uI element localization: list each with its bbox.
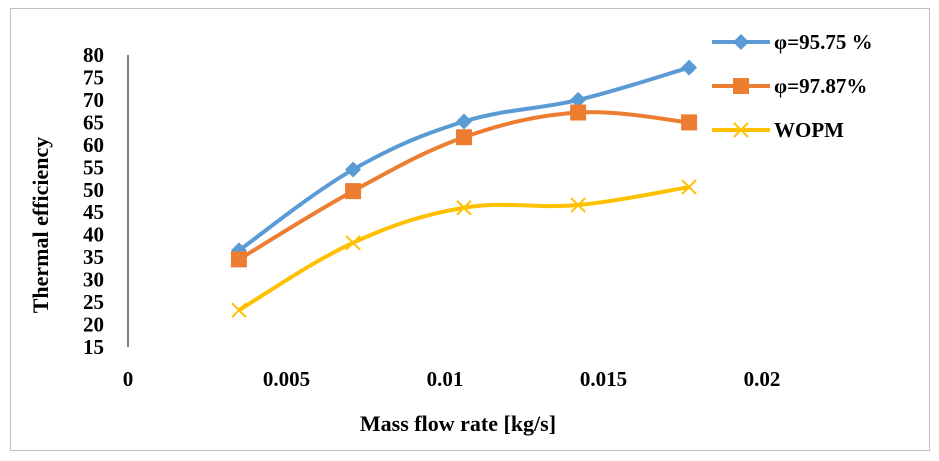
series-1 <box>230 59 698 259</box>
series-2 <box>230 104 698 268</box>
marker-stroke <box>570 197 586 213</box>
x-tick-label: 0.015 <box>580 367 627 391</box>
data-point <box>230 251 247 268</box>
legend-swatch-marker <box>733 78 749 94</box>
legend: φ=95.75 % φ=97.87% WOPM <box>712 30 873 142</box>
data-point <box>681 59 698 76</box>
legend-item-2: φ=97.87% <box>712 74 867 98</box>
legend-swatch-marker <box>733 34 749 50</box>
data-point <box>345 235 361 251</box>
y-tick-label: 70 <box>83 88 104 112</box>
x-tick-label: 0.01 <box>427 367 464 391</box>
y-tick-label: 30 <box>83 268 104 292</box>
y-tick-label: 20 <box>83 313 104 337</box>
data-point <box>231 302 247 318</box>
y-tick-label: 25 <box>83 290 104 314</box>
data-point <box>570 104 587 121</box>
y-axis-title: Thermal efficiency <box>28 137 53 314</box>
legend-item-1: φ=95.75 % <box>712 30 873 54</box>
data-point <box>345 161 362 178</box>
marker-stroke <box>681 179 697 195</box>
marker-stroke <box>231 302 247 318</box>
legend-label: WOPM <box>774 118 844 142</box>
legend-swatch-marker <box>733 122 749 138</box>
data-point <box>570 91 587 108</box>
x-axis-ticks: 0 0.005 0.01 0.015 0.02 <box>123 367 781 391</box>
y-tick-label: 35 <box>83 245 104 269</box>
y-tick-label: 60 <box>83 133 104 157</box>
y-tick-label: 45 <box>83 200 104 224</box>
data-point <box>456 129 473 146</box>
marker-stroke <box>733 122 749 138</box>
series-3 <box>231 179 697 318</box>
series-line <box>237 185 690 312</box>
series-layer <box>230 59 698 318</box>
legend-label: φ=95.75 % <box>774 30 873 54</box>
chart-frame <box>10 8 930 451</box>
data-point <box>681 114 698 131</box>
legend-label: φ=97.87% <box>774 74 867 98</box>
data-point <box>456 113 473 130</box>
y-tick-label: 55 <box>83 155 104 179</box>
data-point <box>681 179 697 195</box>
legend-item-3: WOPM <box>712 118 844 142</box>
y-tick-label: 65 <box>83 110 104 134</box>
marker-stroke <box>345 235 361 251</box>
x-tick-label: 0.005 <box>263 367 310 391</box>
x-tick-label: 0.02 <box>744 367 781 391</box>
marker-stroke <box>456 200 472 216</box>
data-point <box>456 200 472 216</box>
y-tick-label: 40 <box>83 223 104 247</box>
y-tick-label: 50 <box>83 178 104 202</box>
y-tick-label: 75 <box>83 65 104 89</box>
x-axis-title: Mass flow rate [kg/s] <box>360 411 556 436</box>
x-tick-label: 0 <box>123 367 134 391</box>
y-tick-label: 15 <box>83 335 104 359</box>
y-tick-label: 80 <box>83 43 104 67</box>
data-point <box>345 183 362 200</box>
data-point <box>570 197 586 213</box>
series-line <box>237 65 690 253</box>
